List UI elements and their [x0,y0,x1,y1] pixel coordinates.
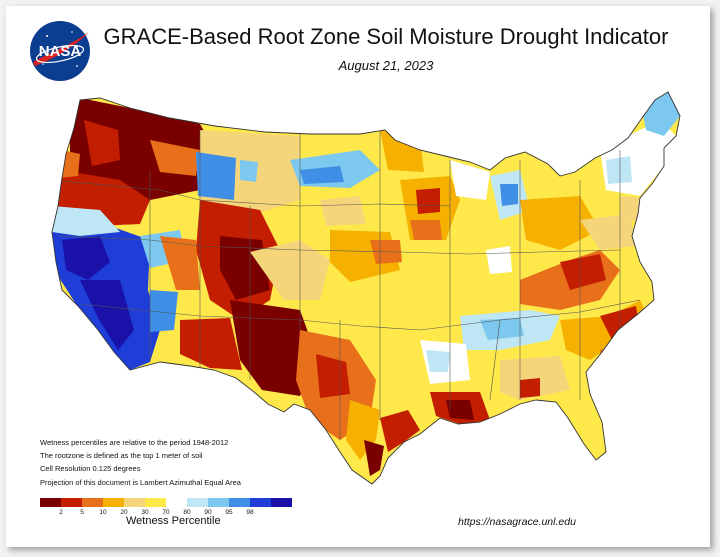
source-url[interactable]: https://nasagrace.unl.edu [458,516,576,528]
legend-label: Wetness Percentile [126,515,221,527]
legend-tick-label: 30 [141,509,149,516]
legend-tick-label: 2 [59,509,63,516]
legend-tick-label: 90 [204,509,212,516]
legend: 2 5 10 20 30 70 80 90 95 98 [40,498,292,519]
map-notes: Wetness percentiles are relative to the … [40,436,241,489]
legend-tick-label: 20 [120,509,128,516]
legend-ticks: 2 5 10 20 30 70 80 90 95 98 [40,507,292,519]
note-line: Cell Resolution 0.125 degrees [40,464,141,474]
nasa-logo: NASA [30,21,90,81]
note-line: The rootzone is defined as the top 1 met… [40,451,203,461]
note-line: Projection of this document is Lambert A… [40,477,241,487]
legend-swatch [82,498,103,507]
legend-swatch [40,498,61,507]
legend-tick-label: 5 [80,509,84,516]
legend-swatch [166,498,187,507]
legend-swatch [250,498,271,507]
legend-swatch [271,498,292,507]
map-date: August 21, 2023 [338,58,434,73]
legend-swatch [145,498,166,507]
legend-tick-label: 95 [225,509,233,516]
legend-tick-label: 98 [246,509,254,516]
legend-tick-label: 80 [183,509,191,516]
legend-tick-label: 70 [162,509,170,516]
legend-tick-label: 10 [99,509,107,516]
map-title: GRACE-Based Root Zone Soil Moisture Drou… [103,24,669,49]
legend-swatch [208,498,229,507]
legend-swatch [103,498,124,507]
svg-text:NASA: NASA [39,43,82,60]
legend-swatch [187,498,208,507]
legend-swatch [229,498,250,507]
legend-color-bar [40,498,292,507]
note-line: Wetness percentiles are relative to the … [40,438,229,447]
legend-swatch [124,498,145,507]
legend-swatch [61,498,82,507]
